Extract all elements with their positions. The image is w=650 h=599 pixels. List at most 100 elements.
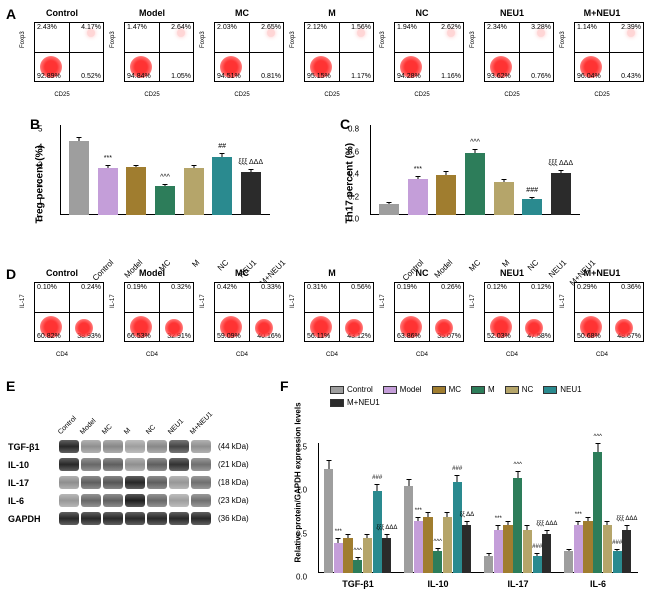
bar-error <box>546 530 547 534</box>
blot-band <box>59 458 79 471</box>
flow-pct-tr: 1.56% <box>351 24 371 31</box>
panel-d-label: D <box>6 266 16 282</box>
bar: ξξξ ΔΔΔ <box>622 530 631 573</box>
bar <box>484 556 493 573</box>
flow-pct-br: 0.52% <box>81 73 101 80</box>
blot-kda: (23 kDa) <box>218 496 249 505</box>
flow-box: 0.19% 0.26% 63.86% 35.07% <box>394 282 464 342</box>
bar <box>583 521 592 573</box>
blot-band <box>169 458 189 471</box>
flow-pct-bl: 92.89% <box>37 73 61 80</box>
flow-title: MC <box>198 8 286 18</box>
flow-box: 0.10% 0.24% 60.82% 38.93% <box>34 282 104 342</box>
flow-pct-bl: 59.09% <box>217 333 241 340</box>
blot-band <box>169 512 189 525</box>
blot-kda: (36 kDa) <box>218 514 249 523</box>
bar-error <box>568 549 569 552</box>
bar-sig: ### <box>452 466 462 472</box>
y-tick: 0.0 <box>348 215 368 224</box>
group-label: TGF-β1 <box>342 579 374 589</box>
flow-ylabel: Foxp3 <box>560 31 566 48</box>
blot-band <box>103 440 123 453</box>
bar-error <box>165 184 166 187</box>
bar <box>324 469 333 573</box>
blot-band <box>125 494 145 507</box>
panel-a-flow-row: Control Foxp3 2.43% 4.17% 92.89% 0.52% C… <box>18 8 646 98</box>
flow-pct-tl: 0.29% <box>577 284 597 291</box>
flow-pct-br: 0.76% <box>531 73 551 80</box>
flow-pct-tr: 2.62% <box>441 24 461 31</box>
y-tick: 0.0 <box>296 573 316 582</box>
flow-scatter-second <box>345 319 363 337</box>
bar-error <box>447 512 448 516</box>
bar <box>443 517 452 573</box>
panel-d-flow-row: Control IL-17 0.10% 0.24% 60.82% 38.93% … <box>18 268 646 358</box>
flow-box: 2.12% 1.56% 95.15% 1.17% <box>304 22 374 82</box>
flow-scatter-second <box>525 319 543 337</box>
blot-band <box>81 458 101 471</box>
bar <box>423 517 432 573</box>
blot-column-label: NEU1 <box>167 418 185 436</box>
flow-xlabel: CD4 <box>558 352 646 358</box>
flow-ylabel: IL-17 <box>20 294 26 308</box>
flow-plot: Model Foxp3 1.47% 2.64% 94.84% 1.05% CD2… <box>108 8 196 98</box>
flow-pct-bl: 52.03% <box>487 333 511 340</box>
flow-pct-tr: 0.24% <box>81 284 101 291</box>
blot-band <box>169 440 189 453</box>
legend-item: M+NEU1 <box>330 398 380 407</box>
bar-sig: ξξ ΔΔ <box>460 512 475 518</box>
flow-plot: Control IL-17 0.10% 0.24% 60.82% 38.93% … <box>18 268 106 358</box>
bar-sig: ^^^ <box>470 139 480 146</box>
flow-pct-br: 1.16% <box>441 73 461 80</box>
bar <box>436 175 456 216</box>
blot-band <box>81 476 101 489</box>
blot-band <box>103 494 123 507</box>
flow-box: 1.47% 2.64% 94.84% 1.05% <box>124 22 194 82</box>
flow-ylabel: IL-17 <box>290 294 296 308</box>
blot-column-label: M+NEU1 <box>189 411 214 436</box>
bar-sig: *** <box>495 516 502 522</box>
flow-xlabel: CD4 <box>198 352 286 358</box>
bar-sig: ξξξ ΔΔΔ <box>616 516 637 522</box>
blot-band <box>147 458 167 471</box>
blot-column-label: M <box>123 427 132 436</box>
blot-row-label: GAPDH <box>8 514 58 524</box>
bar-error <box>222 153 223 157</box>
flow-pct-tl: 0.19% <box>127 284 147 291</box>
bar: ξξξ ΔΔΔ <box>241 172 261 215</box>
y-tick: 1 <box>38 197 58 206</box>
flow-xlabel: CD25 <box>108 92 196 98</box>
blot-band <box>125 476 145 489</box>
bar-error <box>136 165 137 168</box>
flow-pct-tl: 2.34% <box>487 24 507 31</box>
flow-title: M+NEU1 <box>558 8 646 18</box>
flow-scatter-second <box>255 319 273 337</box>
blot-row: IL-6(23 kDa) <box>8 494 278 507</box>
legend-label: NEU1 <box>560 385 581 394</box>
bar-error <box>348 534 349 538</box>
blot-kda: (21 kDa) <box>218 460 249 469</box>
flow-pct-br: 0.43% <box>621 73 641 80</box>
flow-pct-tr: 0.33% <box>261 284 281 291</box>
flow-plot: NC Foxp3 1.94% 2.62% 94.28% 1.16% CD25 <box>378 8 466 98</box>
flow-box: 2.34% 3.28% 93.62% 0.76% <box>484 22 554 82</box>
bar: *** <box>494 530 503 573</box>
flow-ylabel: Foxp3 <box>470 31 476 48</box>
flow-pct-tl: 0.12% <box>487 284 507 291</box>
blot-band <box>59 476 79 489</box>
group-label: IL-17 <box>507 579 528 589</box>
flow-pct-tl: 0.19% <box>397 284 417 291</box>
bar <box>379 204 399 215</box>
flow-plot: NEU1 IL-17 0.12% 0.12% 52.03% 47.58% CD4 <box>468 268 556 358</box>
y-tick: 0.4 <box>348 170 368 179</box>
bar-error <box>532 197 533 199</box>
panel-e-blot: ControlModelMCMNCNEU1M+NEU1TGF-β1(44 kDa… <box>8 400 278 525</box>
blot-kda: (18 kDa) <box>218 478 249 487</box>
flow-title: M <box>288 8 376 18</box>
flow-box: 1.94% 2.62% 94.28% 1.16% <box>394 22 464 82</box>
bar-sig: ### <box>526 187 538 194</box>
flow-xlabel: CD25 <box>198 92 286 98</box>
bar-error <box>597 443 598 452</box>
flow-box: 0.42% 0.33% 59.09% 40.16% <box>214 282 284 342</box>
legend-swatch <box>543 386 557 394</box>
